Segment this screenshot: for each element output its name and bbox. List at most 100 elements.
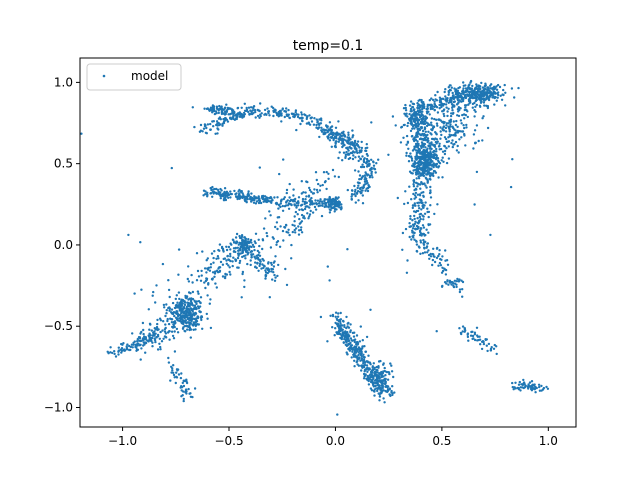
data-point	[415, 177, 418, 180]
data-point	[444, 126, 448, 130]
data-point	[296, 115, 300, 119]
data-point	[159, 345, 162, 349]
data-point	[432, 169, 436, 173]
scatter-points	[80, 79, 550, 416]
data-point	[238, 236, 242, 240]
data-point	[429, 150, 432, 153]
data-point	[356, 140, 360, 143]
data-point	[427, 144, 430, 147]
data-point	[327, 137, 330, 140]
data-point	[243, 236, 246, 239]
data-point	[366, 370, 369, 373]
data-point	[328, 197, 331, 200]
data-point	[325, 204, 328, 207]
data-point	[238, 259, 242, 263]
data-point	[277, 203, 281, 206]
data-point	[194, 321, 198, 324]
data-point	[356, 359, 359, 363]
data-point	[283, 226, 287, 229]
data-point	[408, 225, 411, 228]
data-point	[477, 139, 480, 143]
data-point	[217, 121, 220, 125]
data-point	[453, 104, 456, 107]
data-point	[431, 164, 435, 167]
data-point	[471, 106, 474, 109]
data-point	[439, 130, 442, 133]
data-point	[479, 93, 482, 96]
data-point	[412, 179, 416, 182]
data-point	[227, 264, 230, 267]
data-point	[351, 350, 354, 353]
data-point	[437, 176, 440, 179]
data-point	[459, 130, 462, 133]
data-point	[474, 99, 477, 103]
data-point	[410, 122, 413, 126]
data-point	[300, 111, 303, 114]
data-point	[282, 197, 285, 201]
data-point	[369, 363, 372, 366]
data-point	[428, 147, 432, 150]
data-point	[300, 116, 303, 119]
data-point	[155, 336, 158, 339]
data-point	[528, 381, 532, 384]
data-point	[195, 319, 198, 322]
data-point	[445, 140, 449, 144]
x-tick-label: 1.0	[539, 434, 558, 448]
data-point	[292, 188, 295, 191]
data-point	[434, 137, 437, 140]
data-point	[258, 199, 261, 203]
data-point	[247, 248, 251, 251]
data-point	[418, 137, 422, 141]
data-point	[476, 335, 480, 338]
data-point	[226, 254, 229, 258]
data-point	[234, 117, 238, 120]
data-point	[366, 374, 369, 378]
data-point	[216, 255, 220, 258]
data-point	[287, 231, 290, 234]
data-point	[414, 155, 417, 159]
data-point	[265, 231, 268, 235]
data-point	[353, 365, 356, 368]
data-point	[363, 345, 366, 348]
data-point	[319, 184, 322, 187]
data-point	[333, 334, 336, 337]
data-point	[359, 157, 362, 160]
data-point	[438, 142, 441, 145]
data-point	[433, 260, 437, 264]
data-point	[140, 288, 143, 291]
data-point	[118, 349, 121, 352]
data-point	[370, 174, 373, 177]
data-point	[208, 269, 212, 272]
data-point	[254, 202, 258, 205]
data-point	[226, 194, 229, 197]
data-point	[455, 119, 458, 123]
data-point	[212, 256, 215, 260]
data-point	[469, 96, 472, 99]
data-point	[380, 375, 383, 378]
data-point	[347, 140, 350, 144]
data-point	[358, 349, 362, 353]
data-point	[456, 114, 459, 117]
data-point	[421, 166, 424, 169]
data-point	[263, 113, 266, 116]
data-point	[231, 116, 235, 119]
data-point	[296, 213, 299, 216]
data-point	[191, 313, 194, 317]
data-point	[431, 105, 434, 108]
data-point	[443, 267, 446, 270]
data-point	[218, 193, 221, 196]
data-point	[411, 106, 415, 109]
data-point	[215, 286, 218, 289]
data-point	[319, 198, 322, 201]
data-point	[223, 107, 227, 110]
data-point	[450, 141, 453, 145]
data-point	[430, 117, 434, 120]
data-point	[181, 327, 185, 330]
data-point	[439, 103, 442, 107]
data-point	[214, 282, 217, 285]
data-point	[431, 263, 434, 267]
data-point	[162, 337, 165, 340]
data-point	[295, 113, 298, 116]
data-point	[348, 156, 352, 160]
